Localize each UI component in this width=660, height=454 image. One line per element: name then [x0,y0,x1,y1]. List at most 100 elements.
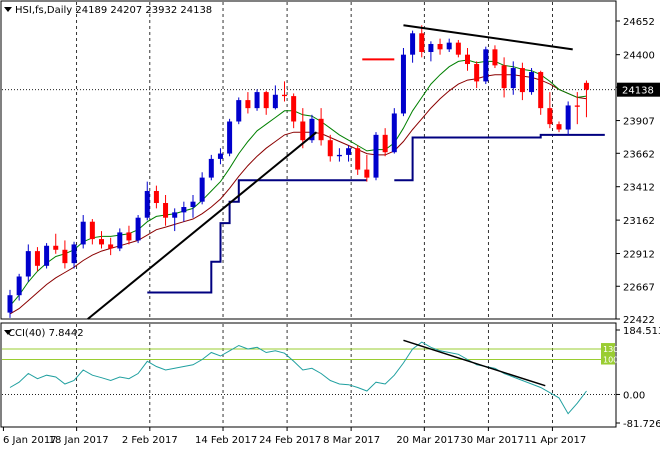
price-tick-label: 24400 [623,51,655,62]
candle-up [117,232,123,249]
price-plot-area [2,24,615,320]
candle-up [236,100,242,122]
price-tick-label: 22422 [623,315,655,326]
slow-moving-average-line [9,74,587,315]
candle-up [483,49,489,82]
indicator-menu-icon[interactable] [4,330,12,335]
candle-down [327,140,333,157]
candle-up [7,295,13,313]
price-tick-label: 23662 [623,149,655,160]
candle-down [62,249,68,264]
candle-down [126,232,132,241]
candle-down [300,121,306,141]
candle-up [272,94,278,109]
candle-down [465,54,470,65]
candle-up [217,153,223,159]
candle-down [108,244,114,249]
candle-up [565,105,571,130]
cci-axis: 184.5133 0.00 -81.7267 [616,326,660,430]
current-price-badge [617,82,660,97]
candle-down [263,92,269,109]
price-tick-label: 22667 [623,282,655,293]
x-tick-label: 6 Jan 2017 [3,435,57,446]
price-tick-label: 22912 [623,250,655,261]
candle-down [583,82,589,90]
x-tick-label: 24 Feb 2017 [259,435,321,446]
candle-up [71,244,77,264]
candle-down [574,105,580,107]
candle-up [410,33,416,55]
x-tick-label: 8 Mar 2017 [323,435,380,446]
main-chart-label: HSI,fs,Daily 24189 24207 23932 24138 [15,5,212,16]
candle-up [400,54,406,114]
candle-down [547,108,553,125]
candle-down [492,49,498,66]
price-tick-label: 23162 [623,216,655,227]
candle-down [99,239,104,245]
candle-down [501,65,507,89]
candle-down [419,33,425,53]
current-price-label: 24138 [622,86,654,97]
cci-level-badge [601,353,615,365]
price-trendline[interactable] [403,24,573,51]
x-tick-label: 20 Mar 2017 [396,435,459,446]
candle-up [25,251,31,277]
chart-menu-icon[interactable] [4,7,12,12]
candle-up [190,201,196,208]
candle-up [391,113,397,153]
cci-panel-frame [0,322,617,428]
candle-up [135,217,141,241]
candle-up [80,221,86,245]
candle-down [318,118,324,141]
candle-up [373,134,379,178]
candle-down [474,64,480,82]
price-tick-label: 24652 [623,17,655,28]
candle-down [382,134,388,153]
price-tick-label: 23907 [623,117,655,128]
candle-up [446,42,452,50]
candle-down [163,203,169,218]
candle-down [355,148,361,170]
cci-label: CCI(40) 7.8442 [8,328,84,339]
cci-level-badge [601,343,615,355]
candle-up [44,245,50,266]
candle-down [34,251,40,266]
candle-up [16,276,22,296]
x-tick-label: 2 Feb 2017 [122,435,178,446]
cci-level-label: 130 [603,345,618,354]
candle-up [208,158,214,178]
candle-up [181,207,187,213]
price-axis: 2465224400241572390723662234122316222912… [616,17,660,326]
candle-down [245,100,251,109]
candle-up [144,190,150,218]
candle-up [199,177,205,202]
candle-down [538,72,544,109]
x-tick-label: 30 Mar 2017 [460,435,523,446]
candle-down [89,221,95,240]
cci-level-label: 100 [603,356,618,365]
candle-up [346,148,352,155]
candle-up [227,121,233,154]
x-tick-label: 11 Apr 2017 [524,435,586,446]
candle-down [153,190,159,204]
candle-up [309,118,315,141]
cci-trendline[interactable] [403,339,546,387]
price-trendline[interactable] [87,131,318,320]
candle-up [336,154,342,157]
price-panel-frame [0,0,617,320]
x-tick-label: 14 Feb 2017 [195,435,257,446]
candle-down [53,245,59,250]
candle-down [282,94,287,97]
fast-moving-average-line [9,59,587,307]
candle-up [529,72,535,93]
price-tick-label: 23412 [623,183,655,194]
cci-tick-label: 0.00 [623,390,645,401]
cci-tick-label: 184.5133 [623,326,660,337]
candle-down [519,68,525,93]
candle-down [291,96,297,122]
candle-up [428,43,434,53]
